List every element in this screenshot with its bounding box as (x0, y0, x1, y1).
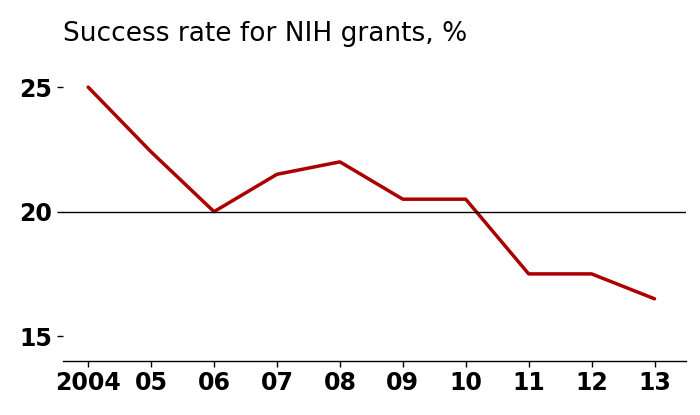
Text: Success rate for NIH grants, %: Success rate for NIH grants, % (63, 22, 468, 47)
